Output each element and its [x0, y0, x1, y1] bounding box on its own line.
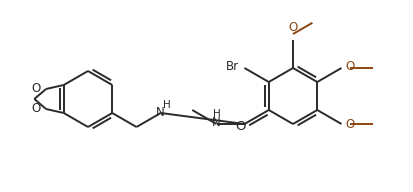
Text: O: O — [345, 118, 354, 132]
Text: H: H — [162, 100, 170, 110]
Text: Br: Br — [225, 60, 238, 74]
Text: N: N — [211, 117, 221, 129]
Text: H: H — [212, 109, 220, 119]
Text: O: O — [288, 21, 297, 34]
Text: O: O — [345, 60, 354, 74]
Text: O: O — [32, 83, 41, 95]
Text: N: N — [156, 107, 165, 119]
Text: O: O — [32, 103, 41, 116]
Text: O: O — [234, 120, 245, 133]
